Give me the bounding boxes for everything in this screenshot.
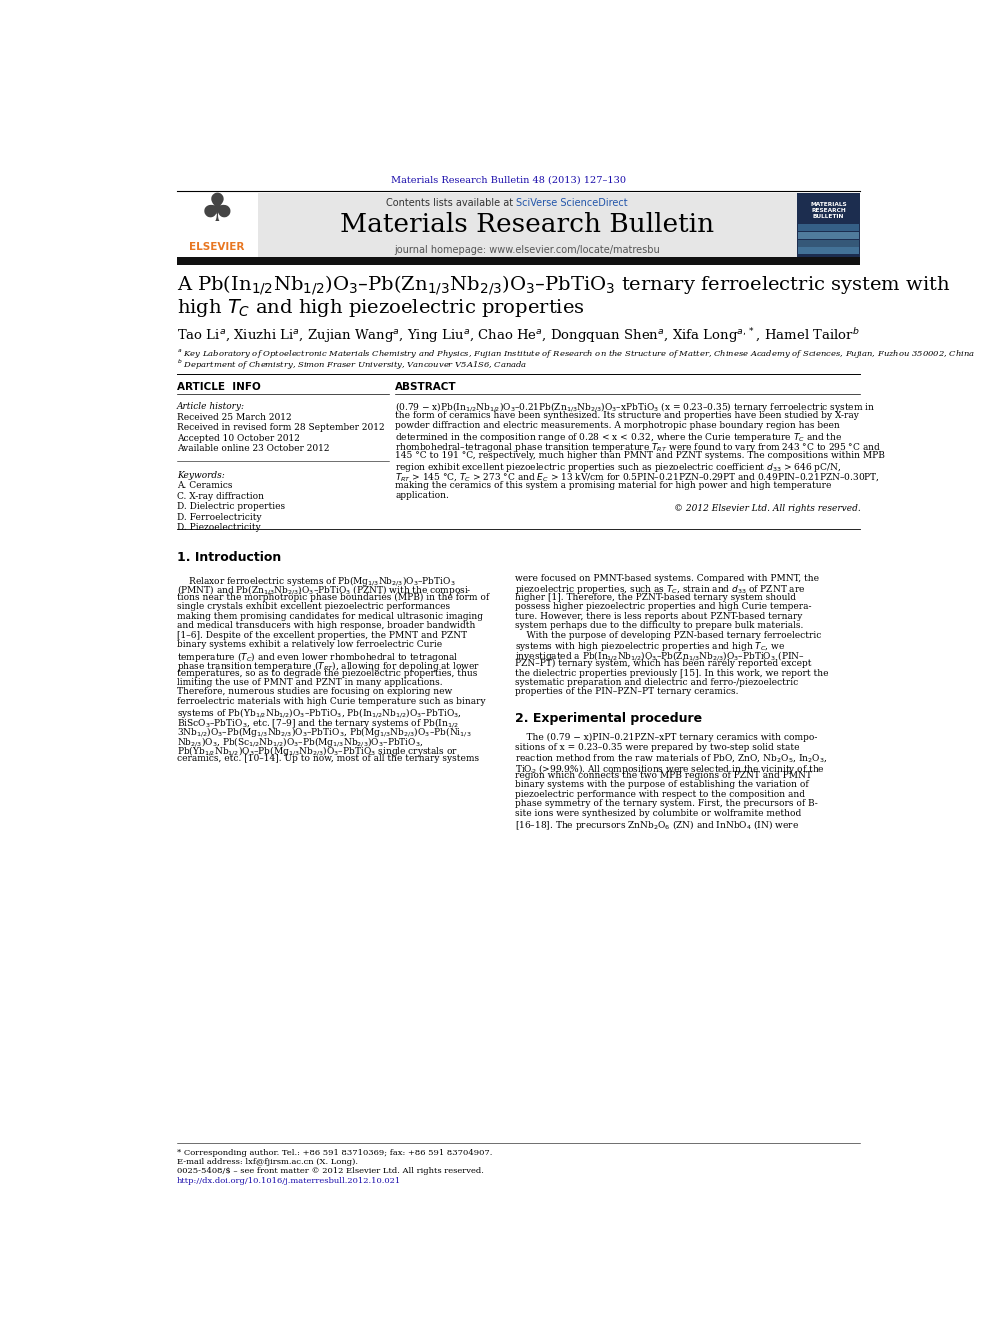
Text: binary systems with the purpose of establishing the variation of: binary systems with the purpose of estab… [515, 781, 808, 790]
Text: Materials Research Bulletin: Materials Research Bulletin [340, 213, 714, 238]
Text: 145 °C to 191 °C, respectively, much higher than PMNT and PZNT systems. The comp: 145 °C to 191 °C, respectively, much hig… [395, 451, 885, 459]
Text: BiScO$_3$–PbTiO$_3$, etc. [7–9] and the ternary systems of Pb(In$_{1/2}$: BiScO$_3$–PbTiO$_3$, etc. [7–9] and the … [177, 716, 458, 730]
Text: piezoelectric properties, such as $T_C$, strain and $d_{33}$ of PZNT are: piezoelectric properties, such as $T_C$,… [515, 583, 806, 597]
Text: Received 25 March 2012: Received 25 March 2012 [177, 413, 292, 422]
Text: temperature ($T_C$) and even lower rhombohedral to tetragonal: temperature ($T_C$) and even lower rhomb… [177, 650, 458, 664]
Text: [1–6]. Despite of the excellent properties, the PMNT and PZNT: [1–6]. Despite of the excellent properti… [177, 631, 467, 639]
Text: the form of ceramics have been synthesized. Its structure and properties have be: the form of ceramics have been synthesiz… [395, 410, 859, 419]
Text: A. Ceramics: A. Ceramics [177, 482, 232, 491]
Text: 2. Experimental procedure: 2. Experimental procedure [515, 712, 701, 725]
Text: system perhaps due to the difficulty to prepare bulk materials.: system perhaps due to the difficulty to … [515, 620, 803, 630]
Text: Received in revised form 28 September 2012: Received in revised form 28 September 20… [177, 423, 384, 433]
Text: reaction method from the raw materials of PbO, ZnO, Nb$_2$O$_5$, In$_2$O$_3$,: reaction method from the raw materials o… [515, 751, 827, 765]
Text: http://dx.doi.org/10.1016/j.materresbull.2012.10.021: http://dx.doi.org/10.1016/j.materresbull… [177, 1176, 401, 1184]
Text: piezoelectric performance with respect to the composition and: piezoelectric performance with respect t… [515, 790, 805, 799]
Text: The (0.79 − x)PIN–0.21PZN–xPT ternary ceramics with compo-: The (0.79 − x)PIN–0.21PZN–xPT ternary ce… [515, 733, 817, 742]
Text: systems with high piezoelectric properties and high $T_C$, we: systems with high piezoelectric properti… [515, 640, 785, 654]
Text: investigated a Pb(In$_{1/2}$Nb$_{1/2}$)O$_3$–Pb(Zn$_{1/3}$Nb$_{2/3}$)O$_3$–PbTiO: investigated a Pb(In$_{1/2}$Nb$_{1/2}$)O… [515, 650, 805, 663]
Text: D. Dielectric properties: D. Dielectric properties [177, 503, 285, 511]
Text: region exhibit excellent piezoelectric properties such as piezoelectric coeffici: region exhibit excellent piezoelectric p… [395, 460, 841, 474]
Text: site ions were synthesized by columbite or wolframite method: site ions were synthesized by columbite … [515, 808, 801, 818]
Text: 3Nb$_{1/2}$)O$_3$–Pb(Mg$_{1/3}$Nb$_{2/3}$)O$_3$–PbTiO$_3$, Pb(Mg$_{1/3}$Nb$_{2/3: 3Nb$_{1/2}$)O$_3$–Pb(Mg$_{1/3}$Nb$_{2/3}… [177, 725, 471, 740]
Text: $T_{RT}$ > 145 °C, $T_C$ > 273 °C and $E_C$ > 13 kV/cm for 0.5PIN–0.21PZN–0.29PT: $T_{RT}$ > 145 °C, $T_C$ > 273 °C and $E… [395, 471, 880, 483]
Bar [797, 193, 860, 257]
Text: the dielectric properties previously [15]. In this work, we report the: the dielectric properties previously [15… [515, 668, 828, 677]
Text: MATERIALS
RESEARCH
BULLETIN: MATERIALS RESEARCH BULLETIN [810, 202, 847, 220]
Bar [258, 193, 797, 257]
Text: ferroelectric materials with high Curie temperature such as binary: ferroelectric materials with high Curie … [177, 697, 485, 706]
Text: Contents lists available at: Contents lists available at [386, 198, 516, 209]
Bar [799, 239, 859, 246]
Text: PZN–PT) ternary system, which has been rarely reported except: PZN–PT) ternary system, which has been r… [515, 659, 811, 668]
Text: and medical transducers with high response, broader bandwidth: and medical transducers with high respon… [177, 620, 475, 630]
Text: D. Ferroelectricity: D. Ferroelectricity [177, 512, 261, 521]
Text: application.: application. [395, 491, 449, 500]
Bar [177, 257, 860, 265]
Text: Materials Research Bulletin 48 (2013) 127–130: Materials Research Bulletin 48 (2013) 12… [391, 176, 626, 185]
Text: (PMNT) and Pb(Zn$_{1/3}$Nb$_{2/3}$)O$_3$–PbTiO$_3$ (PZNT) with the composi-: (PMNT) and Pb(Zn$_{1/3}$Nb$_{2/3}$)O$_3$… [177, 583, 471, 597]
Text: limiting the use of PMNT and PZNT in many applications.: limiting the use of PMNT and PZNT in man… [177, 677, 442, 687]
Text: phase transition temperature ($T_{RT}$), allowing for depoling at lower: phase transition temperature ($T_{RT}$),… [177, 659, 480, 673]
Text: Tao Li$^a$, Xiuzhi Li$^a$, Zujian Wang$^a$, Ying Liu$^a$, Chao He$^a$, Dongquan : Tao Li$^a$, Xiuzhi Li$^a$, Zujian Wang$^… [177, 327, 859, 345]
Text: © 2012 Elsevier Ltd. All rights reserved.: © 2012 Elsevier Ltd. All rights reserved… [674, 504, 860, 513]
Text: D. Piezoelectricity: D. Piezoelectricity [177, 523, 261, 532]
Text: ARTICLE  INFO: ARTICLE INFO [177, 381, 261, 392]
Text: phase symmetry of the ternary system. First, the precursors of B-: phase symmetry of the ternary system. Fi… [515, 799, 817, 808]
Text: Pb(Yb$_{1/2}$Nb$_{1/2}$)O$_3$–Pb(Mg$_{1/3}$Nb$_{2/3}$)O$_3$–PbTiO$_3$ single cry: Pb(Yb$_{1/2}$Nb$_{1/2}$)O$_3$–Pb(Mg$_{1/… [177, 745, 457, 758]
Text: $^a$ Key Laboratory of Optoelectronic Materials Chemistry and Physics, Fujian In: $^a$ Key Laboratory of Optoelectronic Ma… [177, 347, 975, 360]
Text: 0025-5408/$ – see front matter © 2012 Elsevier Ltd. All rights reserved.: 0025-5408/$ – see front matter © 2012 El… [177, 1167, 483, 1175]
Bar [177, 193, 258, 257]
Text: higher [1]. Therefore, the PZNT-based ternary system should: higher [1]. Therefore, the PZNT-based te… [515, 593, 796, 602]
Text: systematic preparation and dielectric and ferro-/piezoelectric: systematic preparation and dielectric an… [515, 677, 798, 687]
Text: rhombohedral–tetragonal phase transition temperature $T_{RT}$ were found to vary: rhombohedral–tetragonal phase transition… [395, 441, 881, 454]
Text: With the purpose of developing PZN-based ternary ferroelectric: With the purpose of developing PZN-based… [515, 631, 821, 639]
Text: $^b$ Department of Chemistry, Simon Fraser University, Vancouver V5A1S6, Canada: $^b$ Department of Chemistry, Simon Fras… [177, 357, 527, 372]
Text: Therefore, numerous studies are focusing on exploring new: Therefore, numerous studies are focusing… [177, 688, 452, 696]
Text: TiO$_2$ (>99.9%). All compositions were selected in the vicinity of the: TiO$_2$ (>99.9%). All compositions were … [515, 762, 824, 775]
Text: possess higher piezoelectric properties and high Curie tempera-: possess higher piezoelectric properties … [515, 602, 811, 611]
Text: ♣: ♣ [199, 191, 234, 229]
Text: A Pb(In$_{1/2}$Nb$_{1/2}$)O$_3$–Pb(Zn$_{1/3}$Nb$_{2/3}$)O$_3$–PbTiO$_3$ ternary : A Pb(In$_{1/2}$Nb$_{1/2}$)O$_3$–Pb(Zn$_{… [177, 273, 950, 296]
Text: sitions of x = 0.23–0.35 were prepared by two-step solid state: sitions of x = 0.23–0.35 were prepared b… [515, 742, 800, 751]
Text: SciVerse ScienceDirect: SciVerse ScienceDirect [516, 198, 627, 209]
Text: binary systems exhibit a relatively low ferroelectric Curie: binary systems exhibit a relatively low … [177, 640, 441, 650]
Text: properties of the PIN–PZN–PT ternary ceramics.: properties of the PIN–PZN–PT ternary cer… [515, 688, 738, 696]
Text: Relaxor ferroelectric systems of Pb(Mg$_{1/3}$Nb$_{2/3}$)O$_3$–PbTiO$_3$: Relaxor ferroelectric systems of Pb(Mg$_… [177, 574, 455, 587]
Text: determined in the composition range of 0.28 < x < 0.32, where the Curie temperat: determined in the composition range of 0… [395, 430, 842, 443]
Text: temperatures, so as to degrade the piezoelectric properties, thus: temperatures, so as to degrade the piezo… [177, 668, 477, 677]
Text: Nb$_{2/3}$)O$_3$, Pb(Sc$_{1/2}$Nb$_{1/2}$)O$_3$–Pb(Mg$_{1/3}$Nb$_{2/3}$)O$_3$–Pb: Nb$_{2/3}$)O$_3$, Pb(Sc$_{1/2}$Nb$_{1/2}… [177, 734, 424, 749]
Text: [16–18]. The precursors ZnNb$_2$O$_6$ (ZN) and InNbO$_4$ (IN) were: [16–18]. The precursors ZnNb$_2$O$_6$ (Z… [515, 819, 799, 832]
Bar [799, 224, 859, 232]
Text: making the ceramics of this system a promising material for high power and high : making the ceramics of this system a pro… [395, 480, 831, 490]
Text: powder diffraction and electric measurements. A morphotropic phase boundary regi: powder diffraction and electric measurem… [395, 421, 840, 430]
Text: systems of Pb(Yb$_{1/2}$Nb$_{1/2}$)O$_3$–PbTiO$_3$, Pb(In$_{1/2}$Nb$_{1/2}$)O$_3: systems of Pb(Yb$_{1/2}$Nb$_{1/2}$)O$_3$… [177, 706, 461, 720]
Text: journal homepage: www.elsevier.com/locate/matresbu: journal homepage: www.elsevier.com/locat… [395, 245, 661, 255]
Text: Article history:: Article history: [177, 402, 245, 411]
Text: E-mail address: lxf@fjirsm.ac.cn (X. Long).: E-mail address: lxf@fjirsm.ac.cn (X. Lon… [177, 1158, 358, 1166]
Text: were focused on PMNT-based systems. Compared with PMNT, the: were focused on PMNT-based systems. Comp… [515, 574, 818, 583]
Bar [799, 232, 859, 239]
Text: ceramics, etc. [10–14]. Up to now, most of all the ternary systems: ceramics, etc. [10–14]. Up to now, most … [177, 754, 479, 763]
Text: 1. Introduction: 1. Introduction [177, 550, 281, 564]
Text: * Corresponding author. Tel.: +86 591 83710369; fax: +86 591 83704907.: * Corresponding author. Tel.: +86 591 83… [177, 1148, 492, 1158]
Text: Available online 23 October 2012: Available online 23 October 2012 [177, 445, 329, 452]
Text: (0.79 − x)Pb(In$_{1/2}$Nb$_{1/2}$)O$_3$–0.21Pb(Zn$_{1/3}$Nb$_{2/3}$)O$_3$–xPbTiO: (0.79 − x)Pb(In$_{1/2}$Nb$_{1/2}$)O$_3$–… [395, 401, 875, 414]
Text: Accepted 10 October 2012: Accepted 10 October 2012 [177, 434, 300, 443]
Text: tions near the morphotropic phase boundaries (MPB) in the form of: tions near the morphotropic phase bounda… [177, 593, 489, 602]
Bar [799, 247, 859, 254]
Text: high $T_C$ and high piezoelectric properties: high $T_C$ and high piezoelectric proper… [177, 298, 584, 319]
Text: single crystals exhibit excellent piezoelectric performances: single crystals exhibit excellent piezoe… [177, 602, 449, 611]
Text: C. X-ray diffraction: C. X-ray diffraction [177, 492, 264, 501]
Text: ture. However, there is less reports about PZNT-based ternary: ture. However, there is less reports abo… [515, 611, 802, 620]
Text: ELSEVIER: ELSEVIER [189, 242, 245, 253]
Text: making them promising candidates for medical ultrasonic imaging: making them promising candidates for med… [177, 611, 483, 620]
Text: ABSTRACT: ABSTRACT [395, 381, 457, 392]
Text: region which connects the two MPB regions of PZNT and PMNT: region which connects the two MPB region… [515, 771, 811, 781]
Text: Keywords:: Keywords: [177, 471, 224, 480]
